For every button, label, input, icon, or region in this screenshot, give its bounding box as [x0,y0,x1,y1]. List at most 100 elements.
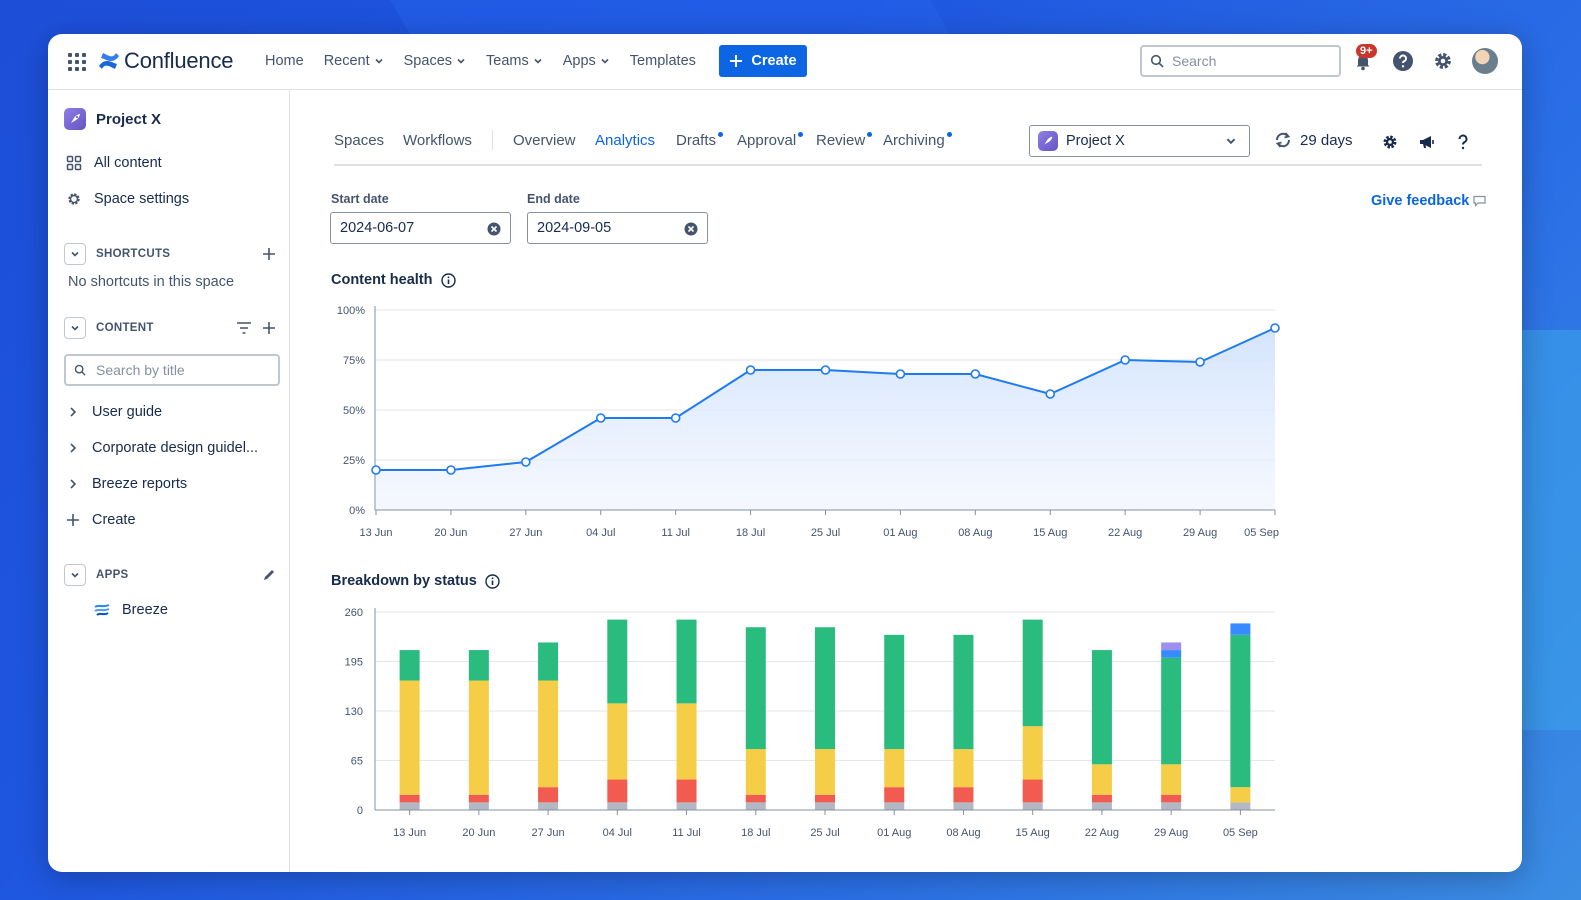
clear-icon[interactable] [684,222,698,236]
nav-recent[interactable]: Recent [324,53,384,69]
sidebar-item-page[interactable]: Corporate design guidel... [66,440,258,456]
nav-label: Teams [486,53,529,69]
x-tick-label: 01 Aug [883,527,917,539]
pencil-icon[interactable] [262,568,276,582]
bar-segment-blue [1161,650,1182,658]
bar-segment-red [745,794,766,803]
question-icon [1458,134,1468,150]
confluence-logo[interactable]: Confluence [98,48,234,74]
chart-title-text: Breakdown by status [331,573,477,589]
sidebar-item-all-content[interactable]: All content [66,155,162,171]
tab-review[interactable]: Review [816,132,873,149]
project-select[interactable]: Project X [1029,125,1250,157]
background-shape [390,0,950,34]
collapse-button[interactable] [64,564,86,586]
tab-analytics[interactable]: Analytics [595,132,656,149]
bar-segment-yellow [815,749,835,795]
space-title[interactable]: Project X [64,108,161,130]
end-date-value: 2024-09-05 [537,220,612,236]
add-content-icon[interactable] [262,321,276,335]
help-button[interactable] [1390,48,1416,74]
bar-segment-green [745,627,766,750]
filter-icon[interactable] [236,321,252,335]
search-input[interactable]: Search [1140,45,1341,77]
sidebar-search-input[interactable]: Search by title [64,354,280,386]
tab-workflows[interactable]: Workflows [403,132,472,149]
bar-segment-green [676,619,697,704]
info-icon[interactable] [485,573,500,589]
info-icon[interactable] [440,272,456,288]
nav-templates[interactable]: Templates [630,53,696,69]
tab-overview[interactable]: Overview [513,132,576,149]
sidebar-item-page[interactable]: Breeze reports [66,476,187,492]
nav-teams[interactable]: Teams [486,53,543,69]
tab-drafts[interactable]: Drafts [676,132,724,149]
refresh-period[interactable]: 29 days [1274,131,1353,149]
start-date-input[interactable]: 2024-06-07 [330,212,511,244]
sidebar: Project X All content Space settings SHO… [48,90,290,872]
collapse-button[interactable] [64,243,86,265]
bar-segment-green [1091,650,1112,765]
status-dot [867,132,873,137]
content-health-title: Content health [331,272,456,288]
data-point [820,365,831,375]
analytics-settings-button[interactable] [1380,132,1400,152]
bar-segment-green [607,619,628,704]
nav-label: Recent [323,53,370,69]
x-tick-label: 15 Aug [1016,827,1050,839]
bar-segment-yellow [1091,764,1112,795]
sidebar-item-label: All content [94,155,162,171]
bar-segment-blue [1230,623,1251,635]
sidebar-create-button[interactable]: Create [66,512,136,528]
data-point [1195,357,1205,367]
app-switcher-icon[interactable] [68,53,86,71]
x-tick-label: 22 Aug [1108,527,1142,539]
analytics-tabs: Spaces Workflows Overview Analytics Draf… [334,130,1482,166]
x-tick-label: 08 Aug [958,527,992,539]
nav-home[interactable]: Home [265,53,304,69]
bar-segment-gray [815,802,835,810]
nav-spaces[interactable]: Spaces [404,53,466,69]
breakdown-chart: 0 65 130 195 260 13 Jun 20 Jun 27 Jun 04 Jul 11 J… [345,607,1275,839]
sidebar-item-breeze[interactable]: Breeze [94,602,168,618]
bar-segment-red [884,787,905,803]
chevron-right-icon [70,407,77,417]
tab-spaces[interactable]: Spaces [334,132,385,149]
tab-approval[interactable]: Approval [737,132,804,149]
x-tick-label: 27 Jun [509,527,542,539]
space-name: Project X [96,110,162,128]
help-button[interactable] [1453,132,1473,152]
bar-segment-gray [884,802,905,810]
x-tick-label: 20 Jun [462,827,495,839]
bar-segment-gray [676,802,697,810]
collapse-button[interactable] [64,317,86,339]
x-tick-label: 13 Jun [393,827,426,839]
sidebar-item-space-settings[interactable]: Space settings [66,191,189,207]
add-shortcut-icon[interactable] [262,247,276,261]
no-shortcuts-text: No shortcuts in this space [68,274,235,290]
bar-segment-yellow [399,680,420,795]
avatar[interactable] [1472,48,1498,74]
sidebar-item-page[interactable]: User guide [66,404,162,420]
nav-apps[interactable]: Apps [563,53,610,69]
clear-icon[interactable] [487,222,501,236]
bar-segment-red [607,779,628,803]
rocket-icon [64,108,86,130]
bar-segment-yellow [538,680,559,788]
bar-segment-gray [1230,802,1251,810]
create-button[interactable]: Create [719,45,807,77]
refresh-icon [1275,132,1291,148]
nav-label: Spaces [403,53,453,69]
end-date-input[interactable]: 2024-09-05 [527,212,708,244]
content-section-header: CONTENT [64,317,276,339]
notifications-badge: 9+ [1356,44,1377,58]
x-tick-label: 20 Jun [434,527,467,539]
bar-segment-gray [607,802,628,810]
settings-button[interactable] [1430,48,1456,74]
announcement-button[interactable] [1417,132,1437,152]
x-tick-label: 29 Aug [1154,827,1188,839]
bar-segment-red [1022,779,1043,803]
give-feedback-link[interactable]: Give feedback [1371,193,1486,209]
chevron-down-icon [1226,138,1236,145]
tab-archiving[interactable]: Archiving [883,132,952,149]
